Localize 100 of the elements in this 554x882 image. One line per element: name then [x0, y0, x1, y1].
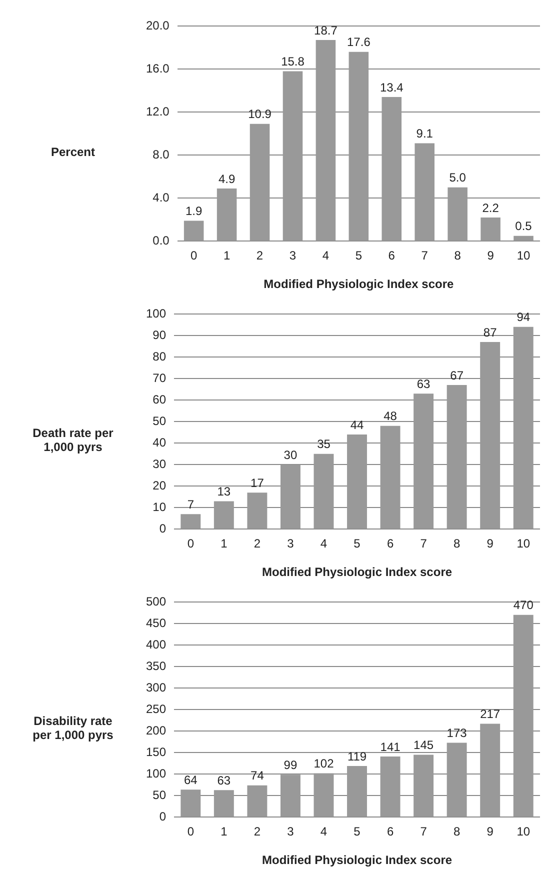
bar — [480, 724, 500, 817]
data-label: 10.9 — [248, 107, 272, 122]
y-tick-label: 0.0 — [152, 234, 170, 248]
bar — [316, 40, 336, 241]
x-tick-label: 2 — [256, 248, 264, 263]
bar — [348, 52, 369, 241]
bar — [380, 756, 400, 817]
x-tick-label: 5 — [354, 824, 361, 839]
data-label: 7 — [187, 497, 194, 512]
data-label: 13.4 — [380, 80, 404, 94]
bar — [247, 785, 268, 817]
data-label: 17.6 — [347, 35, 371, 50]
data-label: 30 — [284, 448, 298, 462]
x-axis-title: Modified Physiologic Index score — [262, 853, 452, 868]
x-tick-label: 2 — [254, 824, 261, 839]
bar — [280, 774, 300, 817]
y-tick-label: 40 — [152, 435, 166, 450]
bar — [480, 342, 500, 529]
bar — [380, 426, 400, 529]
y-tick-label: 350 — [146, 658, 166, 673]
y-axis-title: Disability rate per 1,000 pyrs — [32, 714, 114, 742]
bar — [314, 454, 334, 529]
y-tick-label: 20 — [152, 478, 166, 492]
y-tick-label: 250 — [146, 702, 166, 716]
x-tick-label: 3 — [289, 248, 296, 263]
bar — [347, 766, 367, 817]
bar — [314, 773, 334, 817]
x-axis-title: Modified Physiologic Index score — [262, 565, 452, 580]
x-tick-label: 4 — [320, 824, 328, 839]
x-tick-label: 6 — [386, 824, 394, 839]
x-tick-label: 0 — [190, 248, 198, 263]
data-label: 4.9 — [218, 172, 236, 186]
bar — [282, 71, 303, 241]
bar — [514, 236, 534, 241]
y-tick-label: 150 — [146, 744, 166, 759]
x-tick-label: 9 — [486, 824, 494, 839]
x-tick-label: 6 — [388, 248, 396, 263]
x-tick-label: 1 — [220, 824, 228, 839]
bar — [250, 124, 270, 241]
x-tick-label: 10 — [516, 824, 530, 839]
bar — [414, 394, 434, 529]
x-tick-label: 0 — [187, 824, 194, 839]
x-tick-label: 7 — [420, 536, 428, 551]
data-label: 44 — [350, 418, 364, 432]
data-label: 9.1 — [416, 126, 434, 141]
data-label: 217 — [480, 707, 500, 722]
y-tick-label: 16.0 — [146, 61, 170, 76]
y-tick-label: 50 — [152, 788, 166, 802]
bar — [247, 492, 268, 529]
x-tick-label: 4 — [320, 536, 328, 551]
data-label: 2.2 — [482, 200, 500, 215]
data-label: 94 — [516, 310, 530, 324]
x-tick-label: 8 — [454, 248, 462, 263]
x-tick-label: 10 — [516, 536, 530, 551]
data-label: 87 — [483, 325, 498, 340]
y-tick-label: 90 — [152, 328, 166, 342]
data-label: 99 — [284, 758, 298, 772]
y-tick-label: 500 — [146, 594, 166, 608]
data-label: 13 — [217, 484, 231, 499]
bar — [280, 464, 300, 529]
bar — [414, 754, 434, 817]
bar — [448, 187, 468, 241]
data-label: 173 — [446, 726, 468, 740]
data-label: 102 — [314, 756, 334, 771]
y-axis-title: Percent — [50, 145, 96, 159]
data-label: 470 — [513, 598, 534, 612]
x-tick-label: 7 — [420, 824, 428, 839]
bar — [446, 742, 467, 817]
x-tick-label: 4 — [322, 248, 330, 263]
y-tick-label: 100 — [146, 766, 166, 780]
y-tick-label: 10 — [152, 500, 166, 514]
y-tick-label: 60 — [152, 392, 166, 406]
bar — [180, 790, 201, 817]
data-label: 35 — [317, 437, 331, 452]
bar — [216, 188, 237, 241]
data-label: 48 — [384, 409, 398, 424]
bar — [214, 501, 234, 529]
y-tick-label: 4.0 — [152, 190, 170, 204]
data-label: 64 — [184, 772, 198, 787]
data-label: 17 — [250, 476, 264, 490]
x-tick-label: 10 — [516, 248, 531, 263]
x-tick-label: 2 — [254, 536, 261, 551]
x-tick-label: 1 — [223, 248, 230, 263]
x-tick-label: 1 — [220, 536, 228, 551]
y-axis-title: Death rate per 1,000 pyrs — [32, 426, 114, 454]
y-tick-label: 100 — [146, 306, 166, 320]
data-label: 5.0 — [449, 170, 466, 185]
data-label: 145 — [414, 738, 434, 752]
y-tick-label: 30 — [152, 456, 166, 471]
bar — [513, 614, 534, 817]
bar — [382, 97, 402, 241]
x-tick-label: 9 — [486, 536, 494, 551]
y-tick-label: 20.0 — [146, 18, 170, 32]
bar — [180, 514, 201, 529]
y-tick-label: 70 — [152, 370, 166, 385]
bar — [480, 218, 500, 241]
x-axis-title: Modified Physiologic Index score — [264, 277, 454, 292]
x-tick-label: 3 — [287, 536, 294, 551]
x-tick-label: 8 — [453, 824, 460, 839]
x-tick-label: 3 — [287, 824, 294, 839]
